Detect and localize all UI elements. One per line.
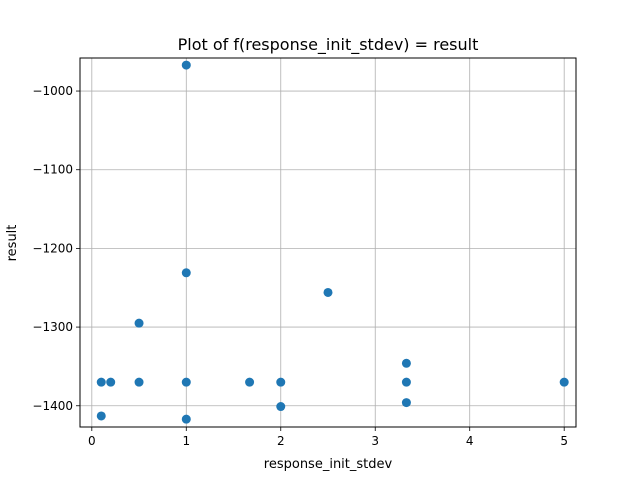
data-point — [181, 377, 191, 387]
y-tick-label: −1000 — [32, 84, 73, 98]
data-point — [323, 287, 333, 297]
data-point — [181, 268, 191, 278]
data-point — [181, 414, 191, 424]
x-tick-label: 1 — [182, 434, 190, 448]
data-point — [401, 398, 411, 408]
data-point — [181, 60, 191, 70]
data-point — [96, 377, 106, 387]
x-tick-label: 4 — [466, 434, 474, 448]
plot-frame — [79, 57, 577, 428]
data-point — [134, 318, 144, 328]
data-point — [559, 377, 569, 387]
data-point — [96, 411, 106, 421]
x-tick-label: 0 — [88, 434, 96, 448]
y-tick-label: −1200 — [32, 241, 73, 255]
y-tick-label: −1300 — [32, 320, 73, 334]
x-tick-label: 2 — [277, 434, 285, 448]
data-points — [96, 60, 569, 424]
x-tick-label: 5 — [560, 434, 568, 448]
y-tick-label: −1100 — [32, 163, 73, 177]
data-point — [245, 377, 255, 387]
data-point — [401, 358, 411, 368]
chart-title: Plot of f(response_init_stdev) = result — [178, 35, 479, 55]
y-axis-ticks: −1000 −1100 −1200 −1300 −1400 — [32, 84, 80, 413]
y-tick-label: −1400 — [32, 399, 73, 413]
data-point — [134, 377, 144, 387]
x-axis-ticks: 0 1 2 3 4 5 — [88, 427, 568, 448]
y-axis-label: result — [5, 225, 20, 262]
data-point — [401, 377, 411, 387]
data-point — [276, 402, 286, 412]
data-point — [106, 377, 116, 387]
x-axis-label: response_init_stdev — [264, 457, 393, 472]
grid-lines — [80, 58, 576, 427]
data-point — [276, 377, 286, 387]
x-tick-label: 3 — [371, 434, 379, 448]
